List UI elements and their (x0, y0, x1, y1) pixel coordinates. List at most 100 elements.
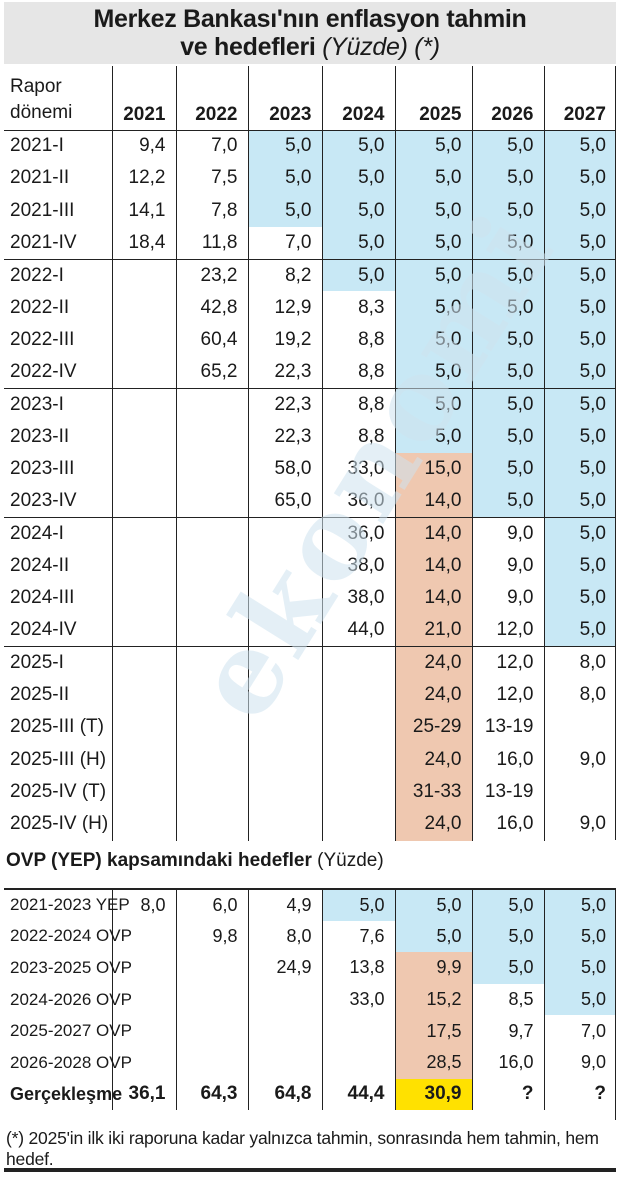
cell-2024: 8,8 (321, 420, 395, 453)
cell-2023: 5,0 (247, 194, 322, 227)
cell-2023 (247, 517, 322, 550)
cell-2024: 33,0 (321, 983, 395, 1016)
row-label: 2024-I (4, 517, 112, 550)
cell-2026: 9,0 (471, 582, 544, 615)
cell-2024: 5,0 (321, 226, 395, 260)
cell-2024: 36,0 (321, 517, 395, 550)
table-row: 2022-II 42,8 12,9 8,3 5,0 5,0 5,0 (4, 291, 616, 324)
page-subtitle: ve hedefleri (Yüzde) (*) (4, 34, 616, 61)
year-header-2026: 2026 (471, 66, 544, 130)
cell-2026: 5,0 (471, 291, 544, 324)
cell-2021 (111, 485, 176, 518)
cell-2024: 5,0 (321, 129, 395, 163)
cell-2027 (543, 711, 616, 744)
cell-2022: 23,2 (175, 258, 248, 292)
cell-2027: 5,0 (543, 614, 616, 647)
cell-2021: 36,1 (111, 1078, 176, 1111)
cell-2022 (175, 1015, 248, 1047)
cell-2026: 5,0 (471, 889, 544, 921)
cell-2023 (247, 582, 322, 615)
cell-2023 (247, 808, 322, 841)
ovp-title-bold: OVP (YEP) kapsamındaki hedefler (6, 850, 312, 871)
cell-2021: 9,4 (111, 129, 176, 163)
row-label: 2024-IV (10, 619, 77, 641)
cell-2024: 38,0 (321, 549, 395, 583)
cell-2025: 14,0 (394, 485, 472, 518)
cell-2027 (543, 775, 616, 809)
row-label: Gerçekleşme (10, 1083, 123, 1104)
table-row: 2024-IV 44,0 21,0 12,0 5,0 (4, 614, 616, 647)
row-label: 2023-III (10, 458, 75, 480)
cell-2025: 21,0 (394, 614, 472, 647)
cell-2021 (111, 952, 176, 984)
cell-2026: 16,0 (471, 808, 544, 841)
header-label-line2: dönemi (10, 101, 73, 123)
cell-2025: 5,0 (394, 258, 472, 292)
cell-2027: 5,0 (543, 452, 616, 486)
cell-2026: 12,0 (471, 614, 544, 647)
row-label: 2025-2027 OVP (10, 1021, 132, 1041)
row-label: 2023-I (4, 387, 112, 421)
cell-2022: 64,3 (175, 1078, 248, 1111)
cell-2022 (175, 420, 248, 453)
cell-2022 (175, 485, 248, 518)
cell-2022: 60,4 (175, 323, 248, 357)
cell-2021: 8,0 (111, 889, 176, 921)
realized-row: Gerçekleşme 36,1 64,3 64,8 44,4 30,9?? (4, 1078, 616, 1111)
forecast-table: Rapor dönemi 2021 2022 2023 2024 2025 2026 2027 2… (4, 66, 616, 841)
cell-2027: 5,0 (543, 889, 616, 921)
cell-2026: 9,7 (471, 1015, 544, 1047)
ovp-table: 2021-2023 YEP 8,0 6,0 4,9 5,0 5,0 5,0 5,0 2022-2… (4, 888, 616, 1111)
cell-2025: 5,0 (394, 889, 472, 921)
cell-2026: 5,0 (471, 194, 544, 227)
cell-2022: 65,2 (175, 356, 248, 389)
cell-2021 (111, 582, 176, 615)
cell-2022 (175, 775, 248, 809)
cell-2023: 5,0 (247, 129, 322, 163)
table-row: 2021-I 9,4 7,0 5,0 5,0 5,0 5,0 5,0 (4, 129, 616, 163)
cell-2024: 44,0 (321, 614, 395, 647)
row-label: 2022-I (4, 258, 112, 292)
cell-2024: 7,6 (321, 920, 395, 953)
cell-2024: 8,8 (321, 323, 395, 357)
row-label: 2023-II (10, 425, 70, 447)
cell-2024 (321, 646, 395, 680)
cell-2027: 9,0 (543, 743, 616, 776)
cell-2025: 14,0 (394, 517, 472, 550)
cell-2026: 5,0 (471, 129, 544, 163)
cell-2027: 9,0 (543, 808, 616, 841)
cell-2023 (247, 743, 322, 776)
cell-2023: 7,0 (247, 226, 322, 260)
header-label: Rapor dönemi (4, 66, 112, 130)
cell-2023: 12,9 (247, 291, 322, 324)
ovp-section-title: OVP (YEP) kapsamındaki hedefler (Yüzde) (6, 850, 384, 872)
cell-2024: 13,8 (321, 952, 395, 984)
cell-2023: 5,0 (247, 162, 322, 195)
title-bar: Merkez Bankası'nın enflasyon tahmin ve h… (4, 2, 616, 64)
cell-2026: 5,0 (471, 920, 544, 953)
cell-2027: ? (543, 1078, 616, 1111)
ovp-row: 2025-2027 OVP 17,5 9,7 7,0 (4, 1015, 616, 1047)
cell-2025: 24,0 (394, 679, 472, 712)
row-label: 2021-2023 YEP (10, 895, 130, 915)
row-label: 2022-III (10, 328, 75, 350)
cell-2022 (175, 743, 248, 776)
cell-2027: 5,0 (543, 920, 616, 953)
cell-2026: 5,0 (471, 952, 544, 984)
ovp-row: 2026-2028 OVP 28,5 16,0 9,0 (4, 1046, 616, 1079)
cell-2026: 5,0 (471, 485, 544, 518)
cell-2027: 5,0 (543, 420, 616, 453)
cell-2027: 5,0 (543, 549, 616, 583)
table-row: 2024-III 38,0 14,0 9,0 5,0 (4, 582, 616, 615)
table-row: 2024-I 36,0 14,0 9,0 5,0 (4, 517, 616, 550)
cell-2022 (175, 614, 248, 647)
table-row: 2021-IV 18,4 11,8 7,0 5,0 5,0 5,0 5,0 (4, 226, 616, 260)
table-row: 2025-IV (T) 31-33 13-19 (4, 775, 616, 809)
cell-2025: 5,0 (394, 356, 472, 389)
cell-2024: 5,0 (321, 162, 395, 195)
footnote: (*) 2025'in ilk iki raporuna kadar yalnı… (6, 1128, 599, 1169)
cell-2023: 22,3 (247, 420, 322, 453)
cell-2025: 9,9 (394, 952, 472, 984)
cell-2021 (111, 775, 176, 809)
year-header-2027: 2027 (543, 66, 616, 130)
